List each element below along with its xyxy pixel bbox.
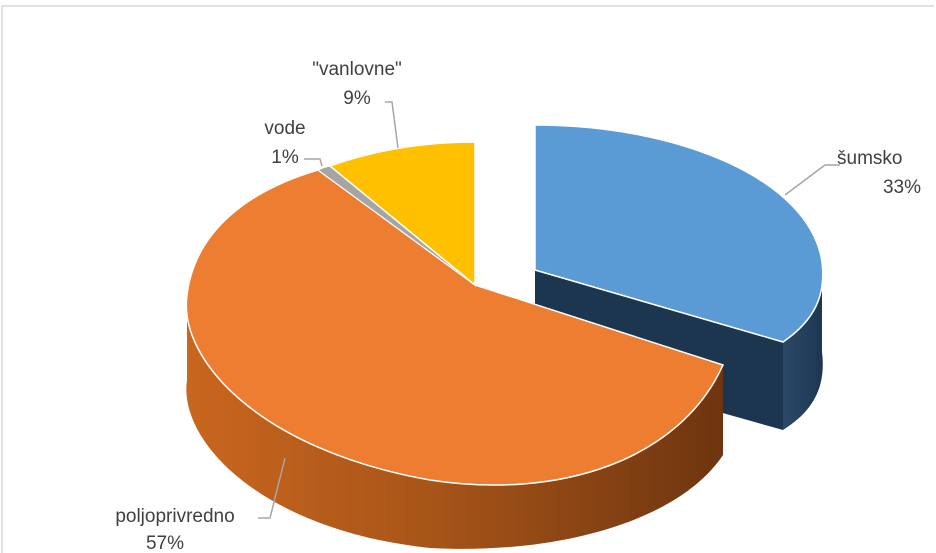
data-label-vanlovne-percent: 9% [343,88,371,109]
slice-sumsko-side [783,262,823,430]
leader-line-vanlovne [385,101,399,149]
chart-border [1,5,934,553]
data-label-vode-percent: 1% [271,147,299,168]
data-label-sumsko-percent: 33% [883,177,921,198]
data-label-sumsko-name: šumsko [837,148,902,169]
slice-poljoprivredno-side [186,295,724,549]
slice-poljoprivredno [185,169,725,486]
leader-line-vode [304,158,323,167]
data-label-vanlovne-name: "vanlovne" [312,59,402,80]
data-label-vode-name: vode [264,118,305,139]
slice-vanlovne [328,141,476,287]
data-label-poljoprivredno-name: poljoprivredno [115,506,234,527]
leader-line-sumsko [784,164,840,196]
leader-line-poljoprivredno [258,457,286,519]
data-label-poljoprivredno-percent: 57% [146,533,184,553]
slice-sumsko [534,124,824,343]
